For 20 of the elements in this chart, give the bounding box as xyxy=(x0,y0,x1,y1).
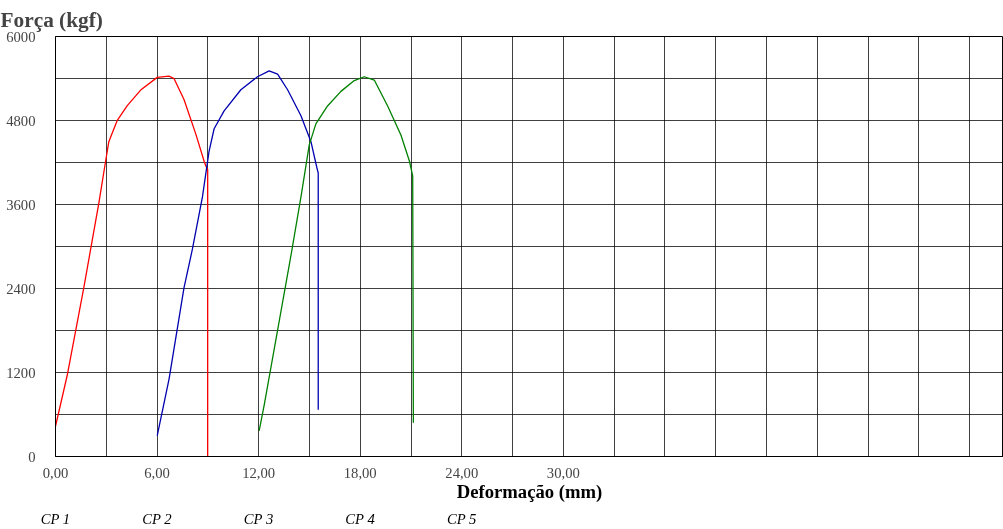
x-axis-title: Deformação (mm) xyxy=(456,480,603,503)
y-tick-label: 4800 xyxy=(6,112,36,129)
x-tick-label: 24,00 xyxy=(445,464,479,481)
line-series xyxy=(156,70,319,437)
x-tick-label: 6,00 xyxy=(144,464,170,481)
text: CP 5 xyxy=(446,510,477,527)
y-tick-label: 0 xyxy=(28,448,36,465)
x-tick-label: 12,00 xyxy=(242,464,276,481)
text: CP 3 xyxy=(243,510,274,527)
text: CP 4 xyxy=(345,510,375,527)
line-series xyxy=(55,75,209,457)
text: CP 2 xyxy=(142,510,172,527)
y-tick-label: 2400 xyxy=(6,280,36,297)
x-tick-label: 18,00 xyxy=(343,464,377,481)
y-tick-label: 3600 xyxy=(6,196,36,213)
text: CP 1 xyxy=(40,510,71,527)
y-tick-label: 1200 xyxy=(6,364,36,381)
x-tick-label: 0,00 xyxy=(42,464,69,481)
line-series xyxy=(258,76,415,432)
x-tick-label: 30,00 xyxy=(546,464,580,481)
